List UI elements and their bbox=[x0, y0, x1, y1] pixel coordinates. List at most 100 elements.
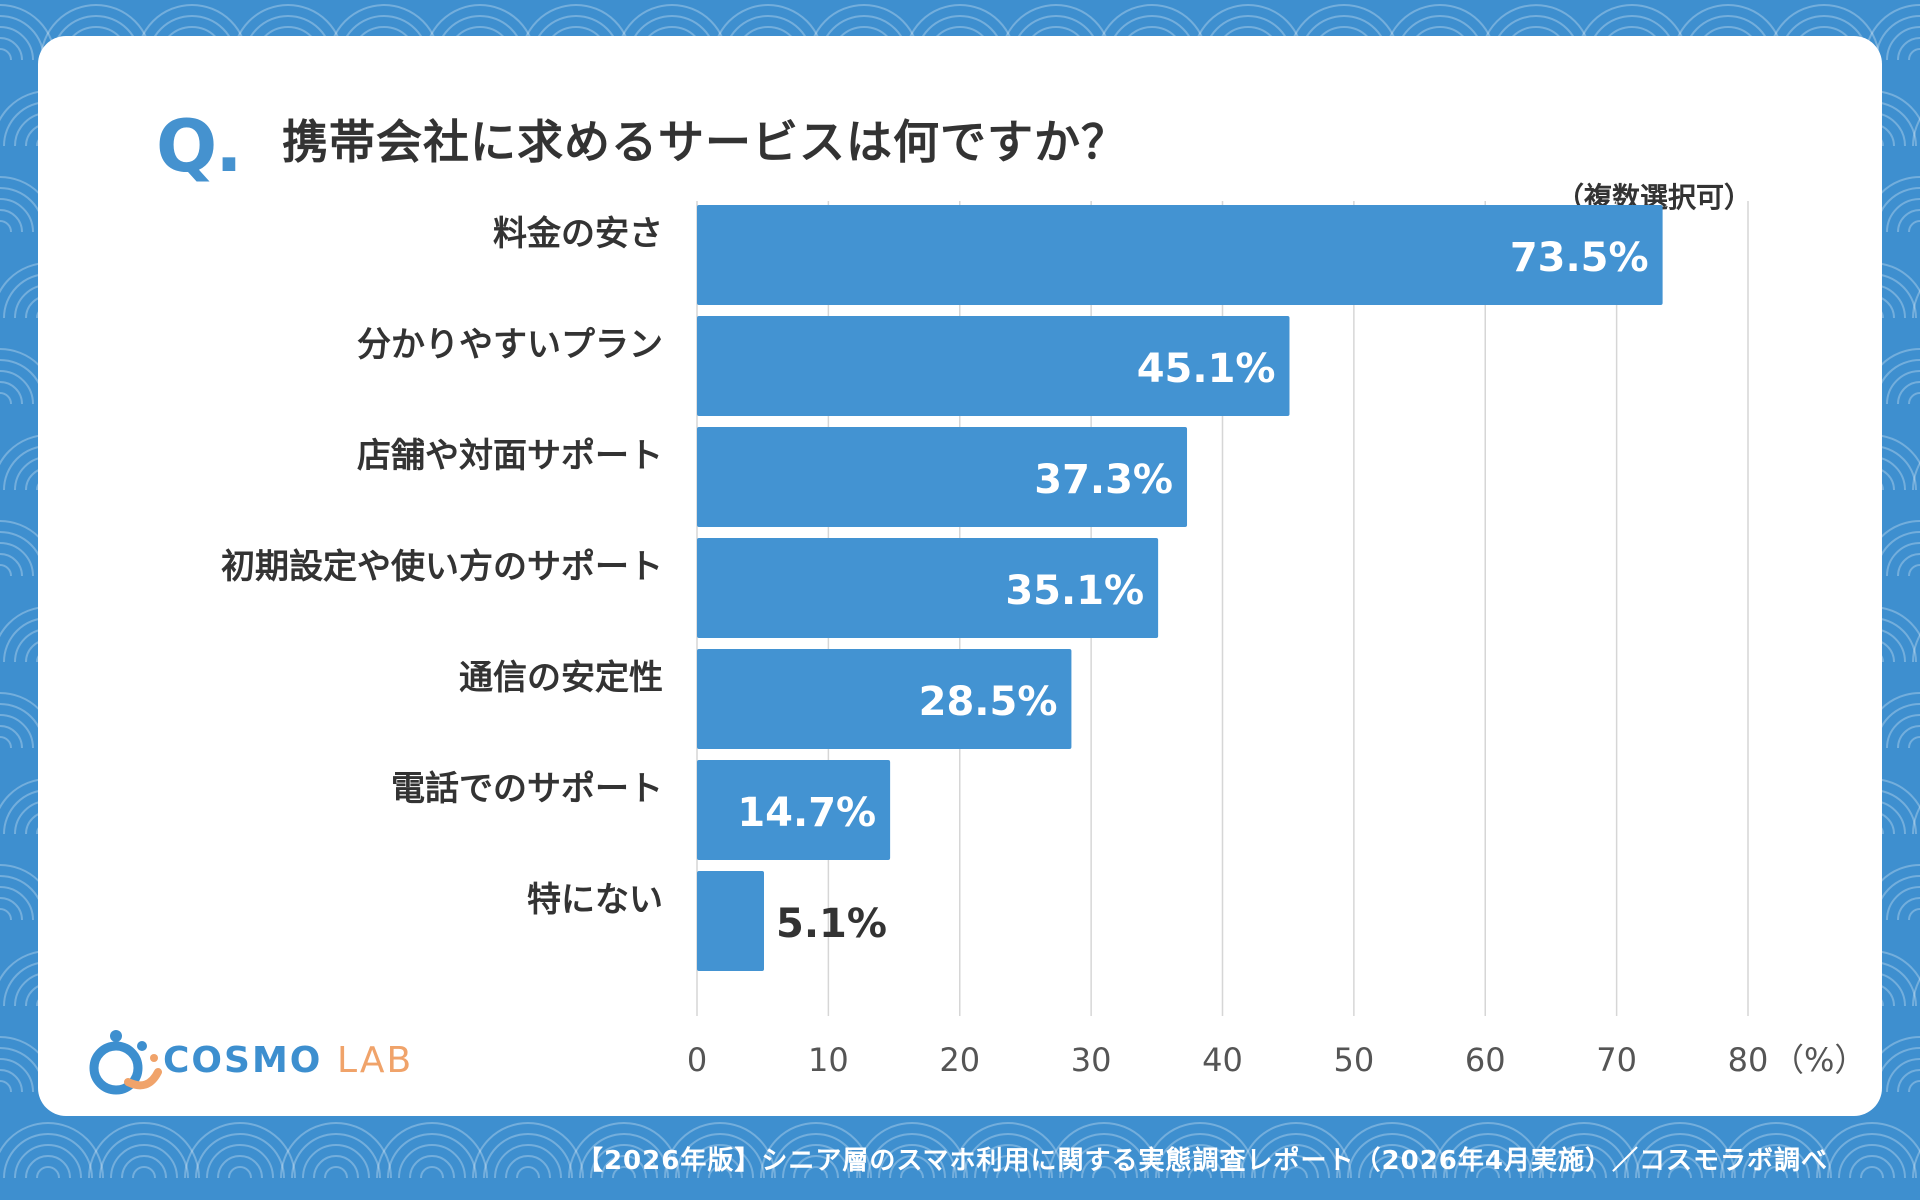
bar bbox=[697, 760, 891, 860]
wave-arc bbox=[88, 1122, 200, 1179]
logo-mark-icon bbox=[89, 1030, 162, 1095]
wave-arc bbox=[1251, 1133, 1341, 1179]
wave-arc bbox=[974, 1144, 1042, 1179]
wave-arc bbox=[1886, 886, 1920, 921]
wave-arc bbox=[1465, 1155, 1511, 1179]
wave-arc bbox=[1864, 4, 1920, 61]
wave-arc bbox=[0, 1122, 104, 1179]
wave-arc bbox=[0, 26, 34, 61]
logo-word: COSMO bbox=[163, 1040, 323, 1081]
wave-arc bbox=[217, 1155, 263, 1179]
wave-arc bbox=[121, 1155, 167, 1179]
bar bbox=[697, 871, 765, 971]
wave-arc bbox=[420, 1166, 444, 1179]
wave-arc bbox=[1827, 1133, 1917, 1179]
wave-arc bbox=[280, 1122, 392, 1179]
x-tick-label: 70 bbox=[1596, 1041, 1637, 1079]
wave-arc bbox=[99, 1133, 189, 1179]
wave-arc bbox=[1262, 1144, 1330, 1179]
wave-arc bbox=[0, 220, 12, 233]
wave-arc bbox=[579, 1133, 669, 1179]
wave-arc bbox=[1908, 392, 1920, 405]
wave-arc bbox=[0, 564, 12, 577]
x-tick-label: 10 bbox=[808, 1041, 849, 1079]
wave-arc bbox=[0, 381, 23, 405]
bar-value-label: 45.1% bbox=[1137, 346, 1276, 392]
wave-arc bbox=[1912, 461, 1920, 491]
chart-title: 携帯会社に求めるサービスは何ですか？ bbox=[282, 115, 1128, 169]
x-tick-label: 40 bbox=[1202, 1041, 1243, 1079]
wave-arc bbox=[1886, 26, 1920, 61]
wave-arc bbox=[1528, 1122, 1640, 1179]
wave-arc bbox=[1720, 1122, 1832, 1179]
bar bbox=[697, 316, 1290, 416]
wave-arc bbox=[1897, 725, 1920, 749]
wave-arc bbox=[1764, 1166, 1788, 1179]
wave-arc bbox=[3, 1133, 93, 1179]
category-label: 通信の安定性 bbox=[459, 658, 663, 698]
wave-arc bbox=[804, 1166, 828, 1179]
wave-arc bbox=[1657, 1155, 1703, 1179]
bar bbox=[697, 649, 1072, 749]
wave-arc bbox=[0, 198, 34, 233]
wave-arc bbox=[1908, 736, 1920, 749]
wave-arc bbox=[771, 1133, 861, 1179]
wave-arc bbox=[686, 1144, 754, 1179]
wave-arc bbox=[0, 897, 23, 921]
x-tick-label: 60 bbox=[1465, 1041, 1506, 1079]
wave-arc bbox=[1347, 1133, 1437, 1179]
wave-arc bbox=[1860, 1166, 1884, 1179]
wave-arc bbox=[708, 1166, 732, 1179]
wave-arc bbox=[0, 1069, 23, 1093]
wave-arc bbox=[1912, 1149, 1920, 1179]
bar-value-label: 73.5% bbox=[1510, 235, 1649, 281]
wave-arc bbox=[697, 1155, 743, 1179]
wave-arc bbox=[302, 1144, 370, 1179]
wave-arc bbox=[760, 1122, 872, 1179]
wave-arc bbox=[398, 1144, 466, 1179]
category-label: 特にない bbox=[527, 880, 663, 920]
wave-arc bbox=[1081, 1155, 1127, 1179]
wave-arc bbox=[0, 209, 23, 233]
wave-arc bbox=[1908, 48, 1920, 61]
logo-sub: LAB bbox=[336, 1040, 414, 1081]
category-label: 電話でのサポート bbox=[391, 769, 663, 809]
x-tick-label: 50 bbox=[1334, 1041, 1375, 1079]
bar bbox=[697, 427, 1188, 527]
wave-arc bbox=[1908, 564, 1920, 577]
category-label: 店舗や対面サポート bbox=[357, 436, 663, 476]
bar-value-label: 37.3% bbox=[1034, 457, 1173, 503]
wave-arc bbox=[1875, 15, 1920, 61]
wave-arc bbox=[867, 1133, 957, 1179]
wave-arc bbox=[1177, 1155, 1223, 1179]
bar bbox=[697, 538, 1159, 638]
wave-arc bbox=[1358, 1144, 1426, 1179]
wave-arc bbox=[1753, 1155, 1799, 1179]
category-label: 分かりやすいプラン bbox=[357, 325, 663, 365]
x-tick-label: 80 bbox=[1728, 1041, 1769, 1079]
category-label: 初期設定や使い方のサポート bbox=[221, 547, 663, 587]
source-footer: 【2026年版】シニア層のスマホ利用に関する実態調査レポート（2026年4月実施… bbox=[576, 1146, 1828, 1176]
wave-arc bbox=[0, 1080, 12, 1093]
wave-arc bbox=[291, 1133, 381, 1179]
wave-arc bbox=[568, 1122, 680, 1179]
wave-arc bbox=[1897, 381, 1920, 405]
bar-value-label: 35.1% bbox=[1005, 568, 1144, 614]
wave-arc bbox=[0, 4, 56, 61]
wave-arc bbox=[110, 1144, 178, 1179]
wave-arc bbox=[1908, 220, 1920, 233]
wave-arc bbox=[985, 1155, 1031, 1179]
wave-arc bbox=[1742, 1144, 1810, 1179]
wave-arc bbox=[0, 392, 12, 405]
wave-arc bbox=[0, 15, 45, 61]
wave-arc bbox=[0, 1058, 34, 1093]
bar-value-label: 28.5% bbox=[919, 679, 1058, 725]
wave-arc bbox=[14, 1144, 82, 1179]
wave-arc bbox=[1432, 1122, 1544, 1179]
wave-arc bbox=[664, 1122, 776, 1179]
wave-arc bbox=[0, 886, 34, 921]
wave-arc bbox=[195, 1133, 285, 1179]
wave-arc bbox=[590, 1144, 658, 1179]
wave-arc bbox=[1897, 1069, 1920, 1093]
wave-arc bbox=[1572, 1166, 1596, 1179]
